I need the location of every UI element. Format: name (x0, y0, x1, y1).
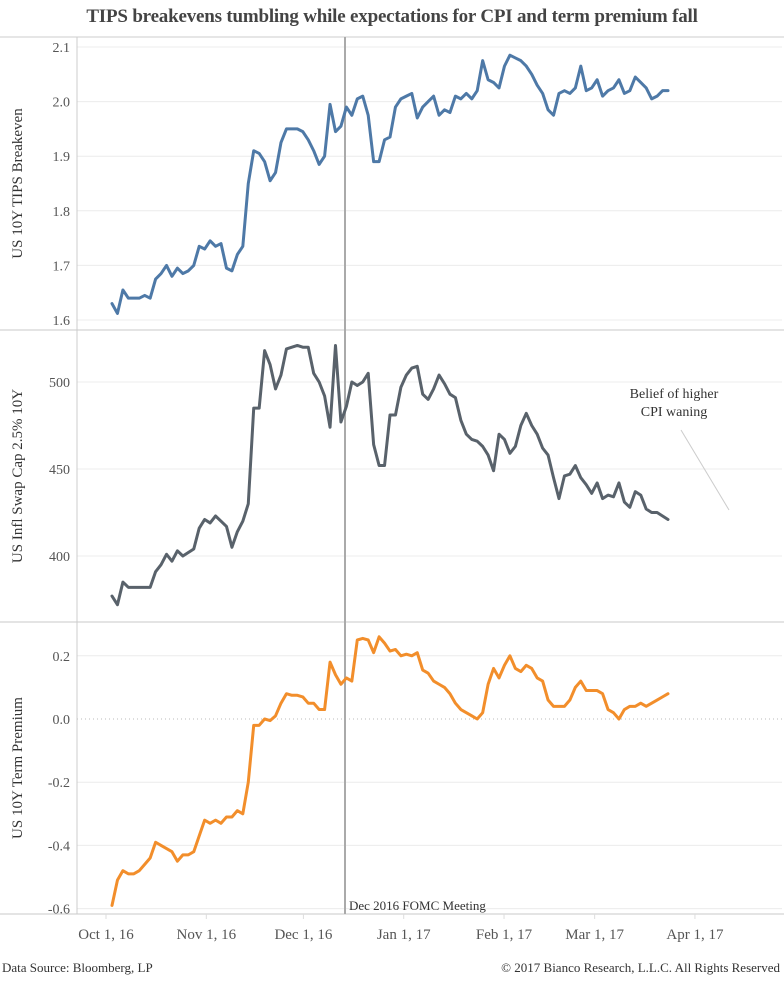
copyright: © 2017 Bianco Research, L.L.C. All Right… (501, 960, 780, 975)
y-tick-label: -0.2 (48, 776, 70, 791)
y-tick-label: -0.6 (48, 903, 70, 918)
x-tick-label: Dec 1, 16 (274, 927, 332, 943)
series-line-1 (110, 53, 670, 315)
annotation-leader-line (680, 429, 730, 511)
y-tick-label: 500 (49, 376, 70, 391)
y-tick-label: 0.2 (53, 650, 71, 665)
x-tick-label: Oct 1, 16 (78, 927, 134, 943)
y-tick-label: -0.4 (48, 839, 70, 854)
x-tick-label: Feb 1, 17 (476, 927, 533, 943)
y-axis-label: US 10Y Term Premium (10, 697, 26, 839)
data-source: Data Source: Bloomberg, LP (2, 960, 153, 975)
series-line-3 (110, 635, 670, 907)
chart-title: TIPS breakevens tumbling while expectati… (86, 6, 698, 27)
y-tick-label: 400 (49, 550, 70, 565)
x-tick-label: Jan 1, 17 (377, 927, 431, 943)
y-axis-label: US 10Y TIPS Breakeven (10, 108, 26, 259)
x-tick-label: Apr 1, 17 (666, 927, 724, 943)
x-tick-label: Mar 1, 17 (565, 927, 624, 943)
fomc-label: Dec 2016 FOMC Meeting (349, 898, 486, 913)
y-tick-label: 1.8 (53, 205, 71, 220)
series-line-2 (110, 343, 670, 607)
annotation-line-1: Belief of higher (630, 387, 719, 402)
y-tick-label: 2.0 (53, 96, 71, 111)
annotation-line-2: CPI waning (641, 405, 708, 420)
y-tick-label: 1.7 (53, 259, 71, 274)
y-tick-label: 0.0 (53, 713, 71, 728)
x-tick-label: Nov 1, 16 (177, 927, 237, 943)
y-axis-label: US Infl Swap Cap 2.5% 10Y (10, 389, 26, 563)
y-tick-label: 1.9 (53, 150, 71, 165)
y-tick-label: 2.1 (53, 41, 71, 56)
y-tick-label: 450 (49, 463, 70, 478)
y-tick-label: 1.6 (53, 314, 71, 329)
